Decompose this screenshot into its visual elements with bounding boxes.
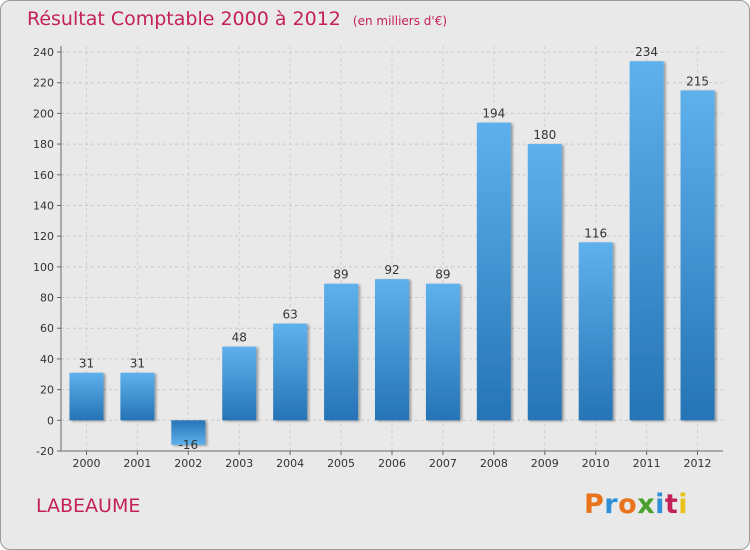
bar-2010 (578, 242, 613, 421)
y-tick-label: 0 (47, 414, 54, 427)
x-tick-label: 2003 (225, 457, 253, 470)
x-tick-label: 2004 (276, 457, 304, 470)
y-tick-label: 60 (40, 322, 54, 335)
x-tick-label: 2009 (531, 457, 559, 470)
y-tick-label: 100 (33, 261, 54, 274)
logo-letter: t (664, 489, 679, 520)
value-label: 31 (79, 357, 94, 371)
x-tick-label: 2012 (684, 457, 712, 470)
bar-2012 (680, 90, 715, 421)
commune-name: LABEAUME (36, 495, 141, 517)
value-label: 63 (283, 308, 298, 322)
value-label: 234 (635, 45, 658, 59)
y-tick-label: 40 (40, 353, 54, 366)
logo-letter: o (618, 489, 638, 520)
value-label: 92 (384, 263, 399, 277)
value-label: 215 (686, 74, 709, 88)
bar-layer (69, 61, 715, 445)
value-label: 89 (333, 268, 348, 282)
y-tick-label: 20 (40, 384, 54, 397)
y-tick-label: 140 (33, 199, 54, 212)
logo-letter: r (604, 489, 619, 520)
bar-2003 (222, 346, 257, 421)
title-row: Résultat Comptable 2000 à 2012 (en millie… (27, 8, 447, 30)
value-label: 194 (482, 107, 505, 121)
x-tick-label: 2007 (429, 457, 457, 470)
value-label: 31 (130, 357, 145, 371)
bar-2005 (324, 283, 359, 421)
bar-2009 (527, 144, 562, 421)
y-tick-label: 200 (33, 107, 54, 120)
bar-2002 (171, 420, 206, 445)
x-tick-label: 2001 (123, 457, 151, 470)
bar-2008 (476, 122, 511, 421)
value-label: 89 (435, 268, 450, 282)
bar-2004 (273, 323, 308, 421)
value-label: 48 (232, 331, 247, 345)
proxiti-logo[interactable]: Proxiti (584, 489, 688, 520)
bar-2006 (375, 279, 409, 421)
x-tick-label: 2008 (480, 457, 508, 470)
x-tick-label: 2006 (378, 457, 406, 470)
bar-2007 (425, 283, 460, 421)
y-tick-label: 240 (33, 46, 54, 59)
x-tick-label: 2005 (327, 457, 355, 470)
bar-2000 (69, 372, 104, 421)
x-tick-label: 2011 (633, 457, 661, 470)
logo-letter: P (584, 489, 605, 520)
y-tick-label: 80 (40, 292, 54, 305)
logo-letter: i (678, 489, 689, 520)
value-label: 180 (533, 128, 556, 142)
y-tick-label: 180 (33, 138, 54, 151)
y-tick-label: 220 (33, 77, 54, 90)
bar-2011 (629, 61, 664, 421)
x-tick-label: 2002 (174, 457, 202, 470)
y-tick-label: -20 (36, 445, 54, 458)
x-tick-label: 2000 (72, 457, 100, 470)
value-label: 116 (584, 226, 607, 240)
chart-title: Résultat Comptable 2000 à 2012 (27, 8, 341, 30)
axis-layer: -20 0 20 40 60 80 100 120 140 160 180 200 220 240 2000… (33, 46, 723, 470)
y-tick-label: 120 (33, 230, 54, 243)
logo-letter: i (655, 489, 665, 520)
x-tick-label: 2010 (582, 457, 610, 470)
bar-2001 (120, 372, 155, 421)
logo-letter: x (637, 489, 656, 520)
chart-subtitle: (en milliers d'€) (352, 14, 448, 28)
y-tick-label: 160 (33, 169, 54, 182)
value-label: -16 (179, 438, 199, 452)
label-layer: 31 31 -16 48 63 89 92 89 194 180 116 234 215 (79, 45, 709, 452)
